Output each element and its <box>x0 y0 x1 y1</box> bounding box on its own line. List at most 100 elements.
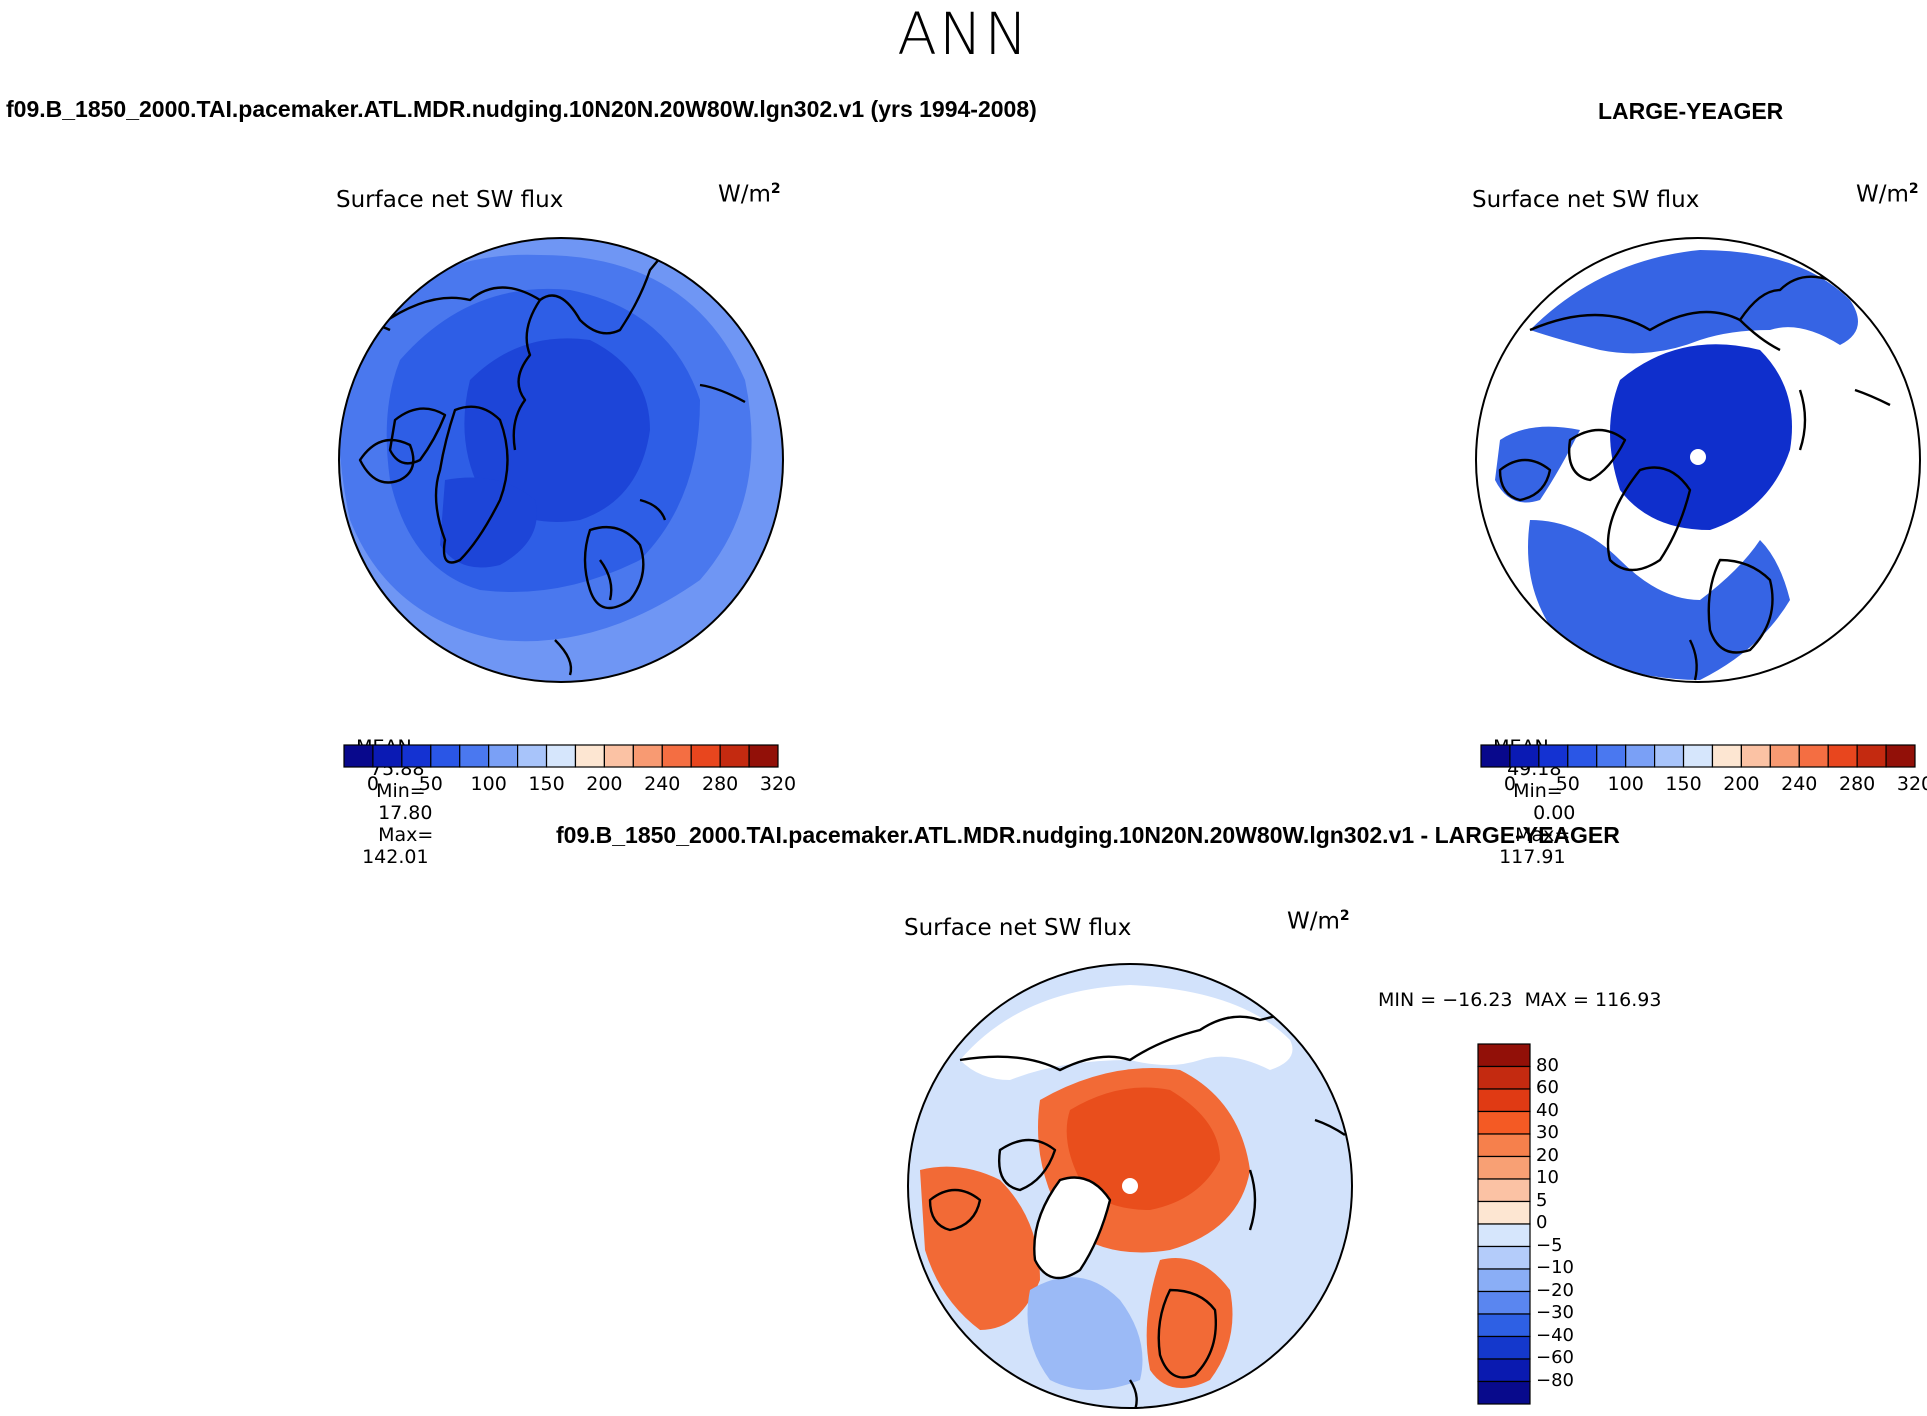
obs-colorbar-swatch <box>1682 744 1714 768</box>
obs-colorbar-swatch <box>1509 744 1540 768</box>
model-map <box>338 237 784 683</box>
model-case-title: f09.B_1850_2000.TAI.pacemaker.ATL.MDR.nu… <box>6 96 1037 122</box>
obs-colorbar-tick-label: 100 <box>1607 773 1644 795</box>
obs-colorbar-swatch <box>1827 744 1858 768</box>
obs-colorbar-tick-label: 320 <box>1896 773 1927 795</box>
obs-arctic-core <box>1610 344 1792 530</box>
model-colorbar-tick-label: 100 <box>470 773 507 795</box>
obs-min-value: 0.00 <box>1533 802 1576 824</box>
diff-arctic-high <box>1066 1087 1220 1210</box>
obs-colorbar-swatch <box>1885 744 1916 768</box>
model-colorbar-tick-label: 320 <box>759 773 797 795</box>
diff-colorbar-swatch <box>1477 1313 1531 1338</box>
model-max-value: 142.01 <box>362 846 429 868</box>
diff-colorbar-tick-label: −40 <box>1536 1324 1574 1346</box>
diff-variable-label: Surface net SW flux <box>904 915 1132 941</box>
diff-greenland-land <box>1034 1177 1110 1278</box>
model-min-label: Min= <box>376 780 426 802</box>
model-coastlines <box>354 257 746 676</box>
model-colorbar-tick-label: 240 <box>644 773 681 795</box>
model-colorbar-swatch <box>603 744 634 768</box>
diff-labrador-positive <box>920 1166 1040 1330</box>
model-colorbar-swatch <box>690 744 721 768</box>
diff-colorbar-swatch <box>1477 1200 1531 1225</box>
diff-colorbar <box>1477 1043 1531 1405</box>
obs-dataset-title: LARGE-YEAGER <box>1598 98 1784 124</box>
diff-colorbar-tick-label: 10 <box>1536 1167 1559 1188</box>
obs-colorbar-tick-label: 150 <box>1665 773 1702 795</box>
obs-pole-marker <box>1690 449 1706 465</box>
model-min-value: 17.80 <box>378 802 433 824</box>
diff-colorbar-tick-label: 5 <box>1536 1189 1548 1211</box>
obs-atlantic-ocean <box>1528 520 1790 680</box>
obs-colorbar-swatch <box>1538 744 1569 768</box>
diff-colorbar-swatch <box>1477 1290 1531 1315</box>
obs-colorbar-swatch <box>1856 744 1887 768</box>
model-max-label: Max= <box>378 824 434 846</box>
diff-map <box>907 963 1353 1409</box>
diff-colorbar-swatch <box>1477 1043 1531 1068</box>
obs-colorbar <box>1480 744 1916 768</box>
model-colorbar-tick-label: 50 <box>418 773 443 795</box>
diff-minmax-label: MIN = −16.23 MAX = 116.93 <box>1378 989 1662 1011</box>
obs-colorbar-swatch <box>1740 744 1771 768</box>
diff-colorbar-swatch <box>1477 1178 1531 1203</box>
diff-colorbar-swatch <box>1477 1110 1531 1135</box>
diff-north-pacific-land <box>960 985 1293 1080</box>
model-colorbar-swatch <box>372 744 403 768</box>
diff-colorbar-tick-label: 20 <box>1536 1144 1559 1166</box>
obs-colorbar-swatch <box>1711 744 1743 768</box>
model-field-core <box>464 338 650 522</box>
diff-coastlines <box>928 1013 1346 1408</box>
model-colorbar-swatch <box>574 744 606 768</box>
diff-colorbar-swatch <box>1477 1380 1531 1405</box>
obs-max-value: 117.91 <box>1499 846 1566 868</box>
diff-colorbar-tick-label: −60 <box>1536 1347 1574 1368</box>
obs-map-boundary <box>1475 237 1921 683</box>
model-colorbar-swatch <box>430 744 461 768</box>
diff-colorbar-swatch <box>1477 1088 1531 1113</box>
model-colorbar-swatch <box>748 744 779 768</box>
obs-colorbar-swatch <box>1798 744 1829 768</box>
obs-colorbar-tick-label: 0 <box>1503 773 1516 795</box>
obs-coastlines <box>1498 268 1891 681</box>
diff-pole-marker <box>1122 1178 1138 1194</box>
model-colorbar-swatch <box>632 744 663 768</box>
obs-colorbar-tick-label: 280 <box>1838 773 1876 795</box>
obs-max-label: Max= <box>1515 824 1571 846</box>
diff-colorbar-tick-label: −5 <box>1536 1234 1563 1256</box>
diff-colorbar-tick-label: −10 <box>1536 1257 1574 1278</box>
obs-map <box>1475 237 1921 683</box>
model-units-label: W/m2 <box>718 181 781 208</box>
model-colorbar-tick-label: 200 <box>586 773 623 795</box>
obs-colorbar-tick-label: 200 <box>1723 773 1760 795</box>
diff-units-label: W/m2 <box>1287 908 1350 935</box>
obs-colorbar-swatch <box>1769 744 1800 768</box>
diff-colorbar-tick-label: 60 <box>1536 1077 1559 1098</box>
figure-title: ANN <box>897 0 1030 68</box>
obs-colorbar-swatch <box>1480 744 1511 768</box>
obs-pacific-ocean <box>1530 250 1858 354</box>
model-colorbar-tick-label: 280 <box>701 773 739 795</box>
diff-colorbar-tick-label: −80 <box>1536 1369 1574 1391</box>
model-colorbar-swatch <box>719 744 750 768</box>
diff-norway-positive <box>1146 1258 1233 1388</box>
model-colorbar-swatch <box>401 744 432 768</box>
diff-colorbar-tick-label: −30 <box>1536 1302 1574 1323</box>
diff-colorbar-swatch <box>1477 1358 1531 1383</box>
diff-colorbar-swatch <box>1477 1133 1531 1158</box>
model-colorbar-swatch <box>516 744 548 768</box>
model-colorbar <box>343 744 779 768</box>
model-colorbar-tick-label: 0 <box>366 773 379 795</box>
diff-colorbar-swatch <box>1477 1065 1531 1090</box>
obs-units-label: W/m2 <box>1856 181 1919 208</box>
diff-colorbar-tick-label: 40 <box>1536 1099 1559 1121</box>
model-colorbar-swatch <box>488 744 519 768</box>
obs-colorbar-swatch <box>1567 744 1598 768</box>
model-colorbar-swatch <box>661 744 692 768</box>
model-variable-label: Surface net SW flux <box>336 187 564 213</box>
model-colorbar-swatch <box>545 744 577 768</box>
obs-colorbar-swatch <box>1596 744 1627 768</box>
diff-colorbar-tick-label: 0 <box>1536 1212 1548 1233</box>
